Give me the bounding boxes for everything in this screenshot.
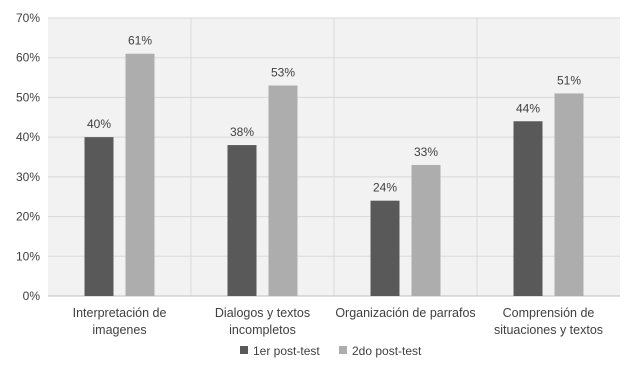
bar xyxy=(554,93,584,296)
y-tick-label: 20% xyxy=(16,210,40,224)
legend-label: 1er post-test xyxy=(253,344,320,358)
data-label: 33% xyxy=(414,145,438,159)
y-tick-label: 10% xyxy=(16,249,40,263)
bar xyxy=(411,164,441,296)
bar xyxy=(84,137,114,296)
y-tick-label: 60% xyxy=(16,51,40,65)
data-label: 53% xyxy=(271,66,295,80)
legend: 1er post-test 2do post-test xyxy=(240,344,422,358)
x-tick-label: Organización de parrafos xyxy=(335,306,475,320)
x-tick-label: Dialogos y textos incompletos xyxy=(215,306,310,337)
data-label: 61% xyxy=(128,34,152,48)
legend-swatch xyxy=(240,346,248,354)
bar xyxy=(227,145,257,296)
bars: 40% 61% 38% 53% 24% 33% 44% 51% xyxy=(84,34,584,296)
y-tick-label: 40% xyxy=(16,130,40,144)
data-label: 51% xyxy=(557,73,581,87)
legend-swatch xyxy=(339,346,347,354)
x-tick-label: Comprensión de situaciones y textos xyxy=(494,306,603,337)
y-tick-label: 0% xyxy=(23,289,41,303)
x-axis: Interpretación de imagenes Dialogos y text… xyxy=(73,306,603,337)
data-label: 24% xyxy=(373,181,397,195)
data-label: 40% xyxy=(87,117,111,131)
y-tick-label: 30% xyxy=(16,170,40,184)
bar xyxy=(268,85,298,296)
y-axis: 0% 10% 20% 30% 40% 50% 60% 70% xyxy=(16,11,40,303)
y-tick-label: 50% xyxy=(16,90,40,104)
legend-label: 2do post-test xyxy=(352,344,422,358)
x-tick-label: Interpretación de imagenes xyxy=(73,306,167,337)
data-label: 44% xyxy=(516,101,540,115)
data-label: 38% xyxy=(230,125,254,139)
bar xyxy=(125,53,155,296)
bar xyxy=(370,200,400,296)
bar xyxy=(513,121,543,296)
y-tick-label: 70% xyxy=(16,11,40,25)
